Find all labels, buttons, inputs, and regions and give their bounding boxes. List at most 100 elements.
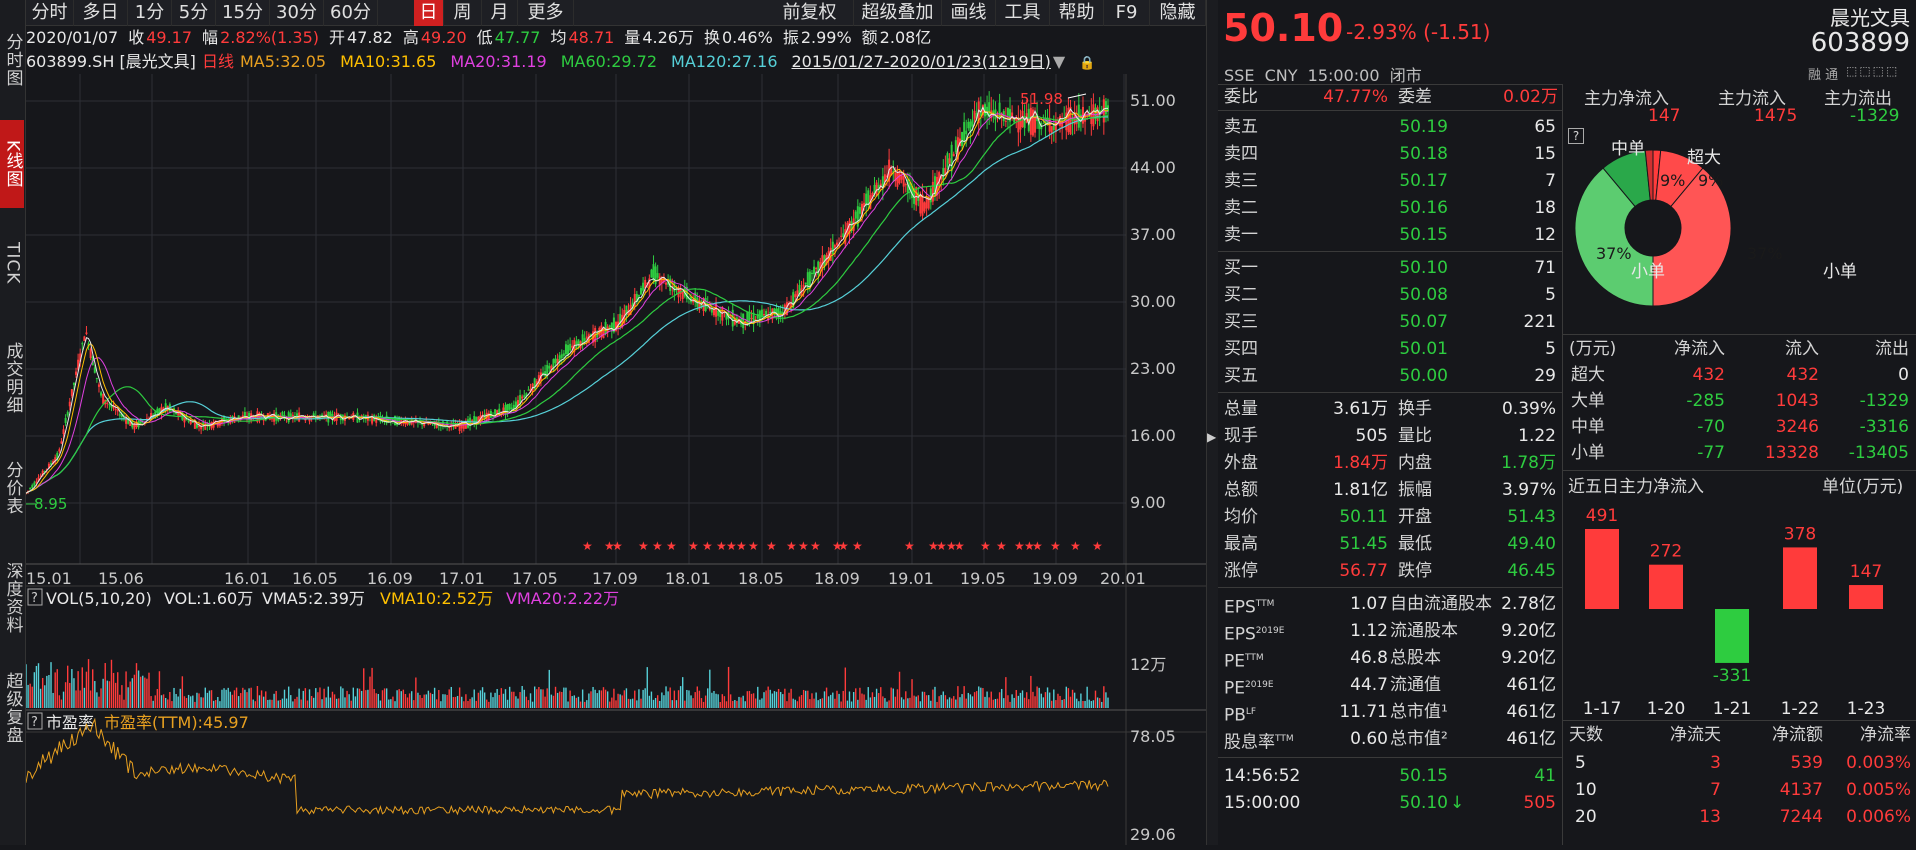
candle-body: [806, 272, 809, 290]
candle-body: [125, 417, 128, 424]
btn-f9[interactable]: F9: [1104, 0, 1150, 26]
pane-splitter[interactable]: ▶: [1206, 0, 1218, 845]
flow-row-label: 大单: [1571, 391, 1605, 411]
tab-5min[interactable]: 5分: [172, 0, 216, 26]
ma10-value: MA10:31.65: [340, 52, 437, 71]
tab-30min[interactable]: 30分: [270, 0, 324, 26]
tab-multiday[interactable]: 多日: [74, 0, 128, 26]
btn-hide[interactable]: 隐藏: [1150, 0, 1206, 26]
candle-body: [170, 409, 173, 411]
btn-draw[interactable]: 画线: [942, 0, 996, 26]
tab-more[interactable]: 更多: [518, 0, 574, 26]
vol-indicator-label[interactable]: VOL(5,10,20): [46, 589, 152, 608]
rail-depth[interactable]: 深度资料: [2, 562, 23, 634]
candle-body: [810, 272, 813, 275]
candle-body: [927, 197, 930, 209]
candle-body: [581, 334, 584, 345]
candle-body: [879, 183, 882, 186]
candle-body: [944, 167, 947, 175]
rail-tick[interactable]: TICK: [2, 241, 23, 285]
candle-body: [100, 392, 103, 396]
candle-body: [894, 173, 897, 182]
candle-body: [844, 229, 847, 245]
volume-bars: [25, 659, 1109, 708]
candle-body: [519, 395, 522, 405]
tab-monthly[interactable]: 月: [482, 0, 518, 26]
pe-help-icon[interactable]: [27, 712, 43, 730]
candle-body: [243, 412, 246, 419]
btn-overlay[interactable]: 超级叠加: [854, 0, 942, 26]
candle-body: [66, 412, 69, 416]
date-axis-label: 19.09: [1032, 569, 1078, 588]
ask-volume: 7: [1545, 171, 1556, 191]
tab-15min[interactable]: 15分: [216, 0, 270, 26]
date-axis-label: 17.01: [439, 569, 485, 588]
rail-kline[interactable]: K线图: [0, 120, 24, 208]
candle-body: [890, 166, 893, 176]
candle-body: [781, 312, 784, 315]
candle-body: [1038, 121, 1041, 129]
fund-value: 46.8: [1350, 648, 1388, 668]
tick-time: 14:56:52: [1224, 766, 1301, 786]
date-range[interactable]: 2015/01/27-2020/01/23(1219日): [791, 52, 1051, 71]
candle-body: [902, 175, 905, 187]
rail-fenshi[interactable]: 分时图: [2, 33, 23, 87]
flow-help-icon[interactable]: ?: [1568, 128, 1584, 144]
tab-60min[interactable]: 60分: [324, 0, 378, 26]
fund-label: EPS2019E: [1224, 618, 1284, 645]
date-axis-label: 19.01: [888, 569, 934, 588]
candle-body: [1073, 112, 1076, 125]
tab-daily[interactable]: 日: [414, 0, 444, 26]
pie-slice: [1574, 167, 1654, 307]
ma60-line: [25, 114, 1109, 494]
candle-body: [925, 197, 928, 209]
lock-icon[interactable]: 🔒: [1079, 56, 1096, 71]
tab-fenshi[interactable]: 分时: [26, 0, 74, 26]
candle-body: [858, 207, 861, 214]
range-dropdown-icon[interactable]: ▼: [1052, 52, 1066, 71]
flow-in: 13328: [1764, 443, 1819, 463]
candle-body: [1056, 120, 1059, 122]
candle-body: [439, 425, 442, 427]
close-value: 49.17: [146, 28, 193, 47]
vol-value: 4.26万: [642, 28, 694, 47]
panel-tool-icons[interactable]: ⬚⬚⬚⬚: [1846, 64, 1900, 78]
candle-body: [919, 194, 922, 214]
rail-price-table[interactable]: 分价表: [2, 461, 23, 515]
rail-trades[interactable]: 成交明细: [2, 342, 23, 414]
kline-chart-area[interactable]: 51.00 44.00 37.00 30.00 23.00 16.00 9.00…: [25, 74, 1206, 845]
candle-body: [116, 409, 119, 412]
rail-review[interactable]: 超级复盘: [2, 672, 23, 744]
bid-label: 买二: [1224, 285, 1258, 305]
ask-price: 50.18: [1399, 144, 1448, 164]
stat-label: 总额: [1224, 480, 1258, 500]
candle-body: [983, 104, 986, 117]
candle-body: [471, 420, 474, 422]
candle-body: [33, 482, 36, 486]
candle-body: [569, 343, 572, 351]
tab-weekly[interactable]: 周: [444, 0, 482, 26]
vol-help-icon[interactable]: [27, 588, 43, 606]
btn-tools[interactable]: 工具: [996, 0, 1050, 26]
pe-indicator-label[interactable]: 市盈率: [46, 713, 94, 732]
five-day-value: 147: [1850, 562, 1882, 582]
stat-label: 换手: [1398, 399, 1432, 419]
candle-body: [127, 419, 130, 424]
candle-body: [45, 468, 48, 470]
fund-value2: 461亿: [1506, 675, 1556, 695]
price-axis-label: 30.00: [1130, 292, 1176, 311]
bid-volume: 71: [1534, 258, 1556, 278]
candle-body: [710, 307, 713, 313]
btn-forward-adjust[interactable]: 前复权: [766, 0, 854, 26]
btn-help[interactable]: 帮助: [1050, 0, 1104, 26]
candle-body: [777, 307, 780, 318]
candle-body: [537, 375, 540, 384]
candle-body: [1071, 120, 1074, 122]
ask-label: 卖一: [1224, 225, 1258, 245]
date-axis-label: 17.09: [592, 569, 638, 588]
candle-body: [737, 319, 740, 324]
ma5-value: MA5:32.05: [239, 52, 327, 71]
collapse-icon[interactable]: ▶: [1207, 430, 1217, 444]
fund-label: EPSTTM: [1224, 591, 1274, 618]
tab-1min[interactable]: 1分: [128, 0, 172, 26]
